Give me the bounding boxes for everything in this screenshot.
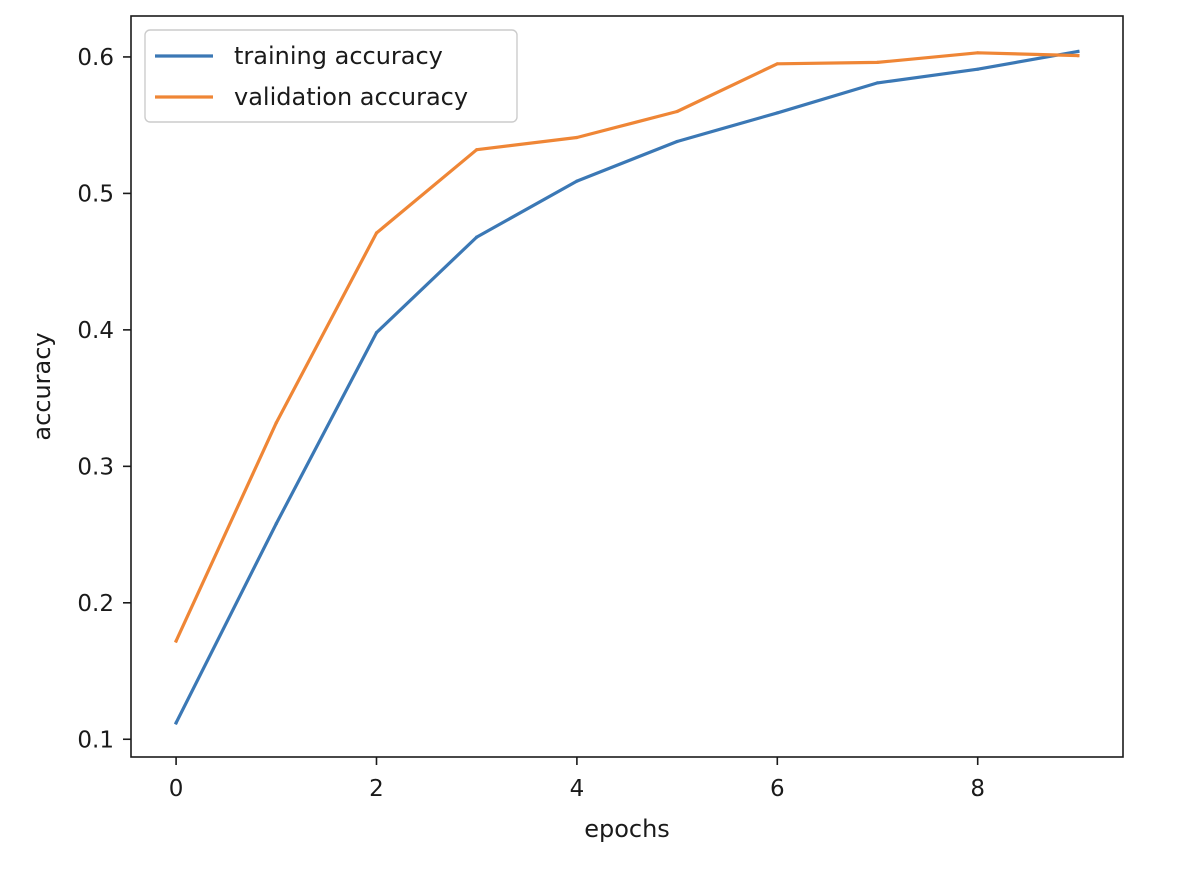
data-point — [274, 522, 278, 526]
data-point — [374, 331, 379, 335]
legend: training accuracy validation accuracy — [144, 29, 518, 123]
data-point — [475, 148, 479, 152]
x-tick-label: 4 — [570, 776, 585, 802]
series-layer — [173, 49, 1080, 726]
y-axis-label: accuracy — [28, 332, 56, 440]
x-tick-label: 8 — [970, 776, 985, 802]
data-point — [475, 235, 479, 239]
data-point — [976, 67, 980, 71]
y-tick-label: 0.5 — [77, 181, 114, 207]
y-tick-label: 0.6 — [77, 45, 114, 71]
x-tick-label: 6 — [770, 776, 785, 802]
data-point — [875, 81, 880, 85]
data-point — [374, 231, 379, 235]
plot-frame — [130, 15, 1124, 758]
x-tick-label: 0 — [169, 776, 184, 802]
y-tick-label: 0.4 — [77, 318, 114, 344]
y-tick-label: 0.2 — [77, 591, 114, 617]
y-tick-label: 0.3 — [77, 454, 114, 480]
y-axis-ticks: 0.1 0.2 0.3 0.4 0.5 0.6 — [77, 45, 131, 753]
data-point — [675, 139, 679, 144]
data-point — [875, 60, 880, 64]
data-point — [1076, 54, 1080, 58]
data-point — [274, 421, 278, 425]
legend-label: training accuracy — [234, 42, 443, 70]
x-tick-label: 2 — [369, 776, 384, 802]
data-point — [174, 721, 178, 725]
data-point — [775, 111, 779, 115]
legend-box — [144, 29, 518, 123]
x-axis-ticks: 0 2 4 6 8 — [169, 757, 985, 802]
y-tick-label: 0.1 — [77, 727, 114, 753]
data-point — [675, 109, 679, 114]
series-line-training — [173, 49, 1080, 726]
series-line-validation — [173, 51, 1080, 644]
data-point — [775, 62, 779, 66]
data-point — [575, 135, 579, 140]
data-point — [1076, 49, 1080, 54]
data-point — [174, 639, 178, 643]
legend-label: validation accuracy — [234, 83, 468, 111]
data-point — [575, 179, 579, 183]
x-axis-label: epochs — [584, 815, 670, 843]
data-point — [976, 51, 980, 55]
